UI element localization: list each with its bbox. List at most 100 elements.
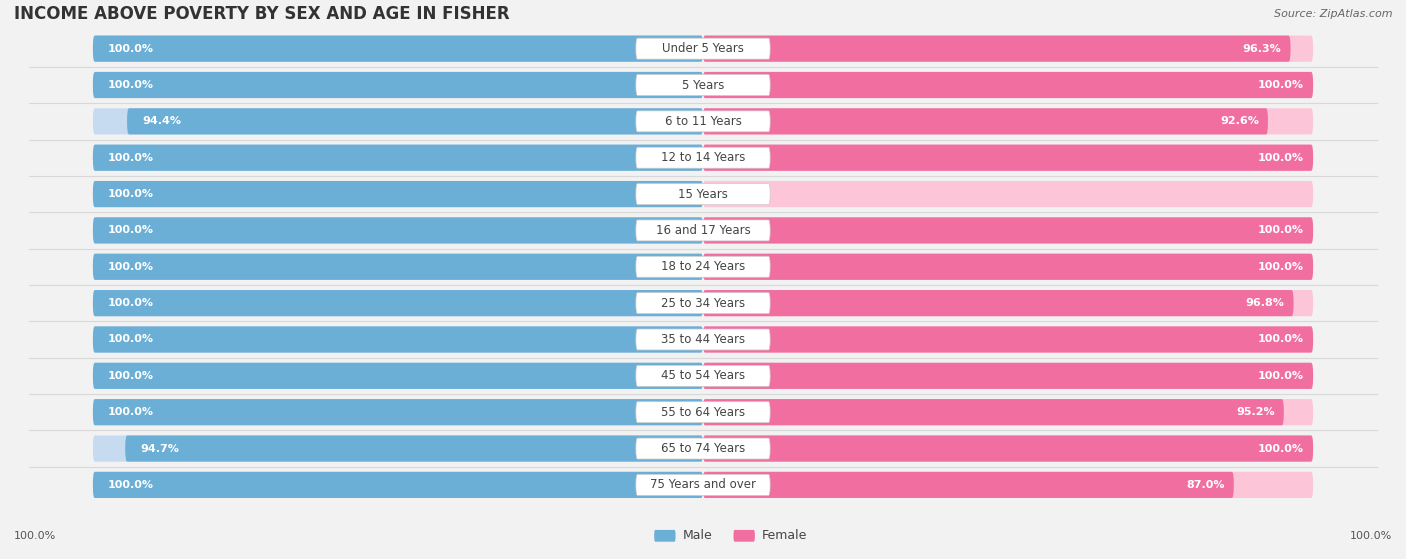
FancyBboxPatch shape <box>93 145 703 171</box>
FancyBboxPatch shape <box>703 399 1284 425</box>
FancyBboxPatch shape <box>703 254 1313 280</box>
Text: 94.4%: 94.4% <box>142 116 181 126</box>
Text: Female: Female <box>762 529 807 542</box>
FancyBboxPatch shape <box>703 290 1313 316</box>
FancyBboxPatch shape <box>703 435 1313 462</box>
Text: 18 to 24 Years: 18 to 24 Years <box>661 260 745 273</box>
Text: Under 5 Years: Under 5 Years <box>662 42 744 55</box>
Text: 100.0%: 100.0% <box>1258 443 1303 453</box>
Text: 6 to 11 Years: 6 to 11 Years <box>665 115 741 128</box>
FancyBboxPatch shape <box>703 217 1313 244</box>
FancyBboxPatch shape <box>636 402 770 423</box>
FancyBboxPatch shape <box>703 254 1313 280</box>
FancyBboxPatch shape <box>703 472 1313 498</box>
Text: 100.0%: 100.0% <box>1258 371 1303 381</box>
Text: 12 to 14 Years: 12 to 14 Years <box>661 151 745 164</box>
Text: Male: Male <box>683 529 713 542</box>
FancyBboxPatch shape <box>703 181 1313 207</box>
Text: 100.0%: 100.0% <box>108 298 155 308</box>
FancyBboxPatch shape <box>703 290 1294 316</box>
Text: INCOME ABOVE POVERTY BY SEX AND AGE IN FISHER: INCOME ABOVE POVERTY BY SEX AND AGE IN F… <box>14 5 509 23</box>
FancyBboxPatch shape <box>93 181 703 207</box>
FancyBboxPatch shape <box>703 36 1291 61</box>
FancyBboxPatch shape <box>734 530 755 542</box>
Text: 100.0%: 100.0% <box>108 407 155 417</box>
FancyBboxPatch shape <box>93 145 703 171</box>
FancyBboxPatch shape <box>93 326 703 353</box>
FancyBboxPatch shape <box>703 217 1313 244</box>
FancyBboxPatch shape <box>93 254 703 280</box>
Text: 100.0%: 100.0% <box>108 262 155 272</box>
FancyBboxPatch shape <box>703 145 1313 171</box>
FancyBboxPatch shape <box>703 363 1313 389</box>
FancyBboxPatch shape <box>703 145 1313 171</box>
Text: 94.7%: 94.7% <box>141 443 180 453</box>
Text: 100.0%: 100.0% <box>108 80 155 90</box>
FancyBboxPatch shape <box>636 366 770 386</box>
FancyBboxPatch shape <box>636 329 770 350</box>
Text: 100.0%: 100.0% <box>108 225 155 235</box>
FancyBboxPatch shape <box>93 36 703 61</box>
Text: 100.0%: 100.0% <box>108 480 155 490</box>
Text: 100.0%: 100.0% <box>108 44 155 54</box>
Text: 100.0%: 100.0% <box>1258 334 1303 344</box>
Text: 100.0%: 100.0% <box>1258 225 1303 235</box>
Text: 100.0%: 100.0% <box>108 153 155 163</box>
FancyBboxPatch shape <box>93 217 703 244</box>
FancyBboxPatch shape <box>93 363 703 389</box>
FancyBboxPatch shape <box>636 183 770 205</box>
Text: 45 to 54 Years: 45 to 54 Years <box>661 369 745 382</box>
FancyBboxPatch shape <box>703 108 1313 135</box>
Text: 25 to 34 Years: 25 to 34 Years <box>661 297 745 310</box>
Text: 87.0%: 87.0% <box>1187 480 1225 490</box>
FancyBboxPatch shape <box>636 257 770 277</box>
FancyBboxPatch shape <box>703 363 1313 389</box>
FancyBboxPatch shape <box>93 181 703 207</box>
FancyBboxPatch shape <box>636 475 770 495</box>
FancyBboxPatch shape <box>636 38 770 59</box>
FancyBboxPatch shape <box>703 326 1313 353</box>
FancyBboxPatch shape <box>127 108 703 135</box>
FancyBboxPatch shape <box>93 399 703 425</box>
FancyBboxPatch shape <box>93 399 703 425</box>
FancyBboxPatch shape <box>636 293 770 314</box>
Text: 35 to 44 Years: 35 to 44 Years <box>661 333 745 346</box>
FancyBboxPatch shape <box>654 530 675 542</box>
FancyBboxPatch shape <box>93 254 703 280</box>
FancyBboxPatch shape <box>703 108 1268 135</box>
FancyBboxPatch shape <box>703 36 1313 61</box>
FancyBboxPatch shape <box>93 290 703 316</box>
FancyBboxPatch shape <box>703 399 1313 425</box>
FancyBboxPatch shape <box>93 472 703 498</box>
FancyBboxPatch shape <box>93 36 703 61</box>
Text: 92.6%: 92.6% <box>1220 116 1258 126</box>
Text: 5 Years: 5 Years <box>682 78 724 92</box>
Text: 100.0%: 100.0% <box>14 531 56 541</box>
FancyBboxPatch shape <box>636 74 770 96</box>
Text: Source: ZipAtlas.com: Source: ZipAtlas.com <box>1274 9 1392 19</box>
FancyBboxPatch shape <box>93 290 703 316</box>
FancyBboxPatch shape <box>125 435 703 462</box>
FancyBboxPatch shape <box>703 72 1313 98</box>
FancyBboxPatch shape <box>93 363 703 389</box>
Text: 96.8%: 96.8% <box>1246 298 1285 308</box>
FancyBboxPatch shape <box>93 217 703 244</box>
FancyBboxPatch shape <box>703 326 1313 353</box>
FancyBboxPatch shape <box>93 435 703 462</box>
Text: 100.0%: 100.0% <box>108 371 155 381</box>
FancyBboxPatch shape <box>93 72 703 98</box>
Text: 65 to 74 Years: 65 to 74 Years <box>661 442 745 455</box>
Text: 100.0%: 100.0% <box>1258 153 1303 163</box>
Text: 95.2%: 95.2% <box>1236 407 1275 417</box>
Text: 100.0%: 100.0% <box>108 189 155 199</box>
Text: 96.3%: 96.3% <box>1243 44 1281 54</box>
Text: 100.0%: 100.0% <box>108 334 155 344</box>
FancyBboxPatch shape <box>703 435 1313 462</box>
FancyBboxPatch shape <box>636 147 770 168</box>
Text: 55 to 64 Years: 55 to 64 Years <box>661 406 745 419</box>
FancyBboxPatch shape <box>703 472 1234 498</box>
FancyBboxPatch shape <box>636 111 770 132</box>
Text: 100.0%: 100.0% <box>1258 262 1303 272</box>
FancyBboxPatch shape <box>93 472 703 498</box>
FancyBboxPatch shape <box>636 438 770 459</box>
